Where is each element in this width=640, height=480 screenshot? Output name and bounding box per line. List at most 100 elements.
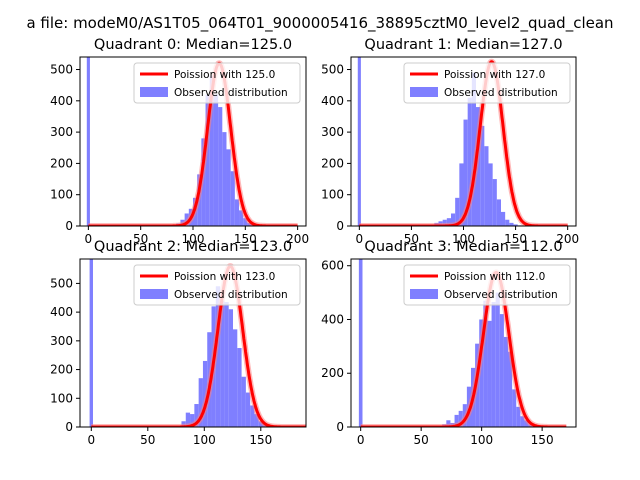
x-tick-label: 150 [234,232,257,246]
histogram-bar [218,107,223,226]
histogram-bar [454,414,459,427]
histogram-bar [237,348,242,427]
y-tick-label: 300 [50,334,73,348]
histogram-bar [185,412,191,427]
histogram-bar [258,421,264,427]
x-tick-label: 150 [504,232,527,246]
legend-entry-observed: Observed distribution [444,289,558,301]
histogram-bar [491,302,496,427]
quadrant-0-title: Quadrant 0: Median=125.0 [94,37,292,53]
legend-entry-poisson: Poission with 127.0 [444,69,545,81]
y-tick-label: 0 [336,219,344,233]
x-tick-label: 200 [286,232,309,246]
histogram-bar [499,314,504,427]
x-tick-label: 150 [531,433,554,447]
y-tick-label: 400 [321,312,344,326]
histogram-bar [479,319,484,427]
y-tick-label: 200 [50,363,73,377]
y-tick-label: 400 [50,94,73,108]
histogram-bar [487,320,492,427]
x-tick-label: 100 [470,433,493,447]
histogram-bar [520,416,525,427]
x-tick-label: 100 [182,232,205,246]
quadrant-3-plot-area [358,259,569,427]
axes-frame [350,258,577,428]
histogram-bar [513,224,518,226]
legend-patch-swatch [140,87,168,97]
histogram-bar [516,406,521,427]
legend-frame [133,62,301,104]
quadrant-3-title: Quadrant 3: Median=112.0 [364,239,562,255]
histogram-bar [228,309,234,427]
axes-frame [79,258,307,428]
histogram-bar [496,199,501,226]
y-tick-label: 0 [65,420,73,434]
legend-patch-swatch [410,87,438,97]
x-tick-label: 50 [404,232,419,246]
histogram-bar [459,163,464,226]
y-tick-label: 600 [321,259,344,273]
histogram-bar [250,405,255,427]
histogram-bar [501,211,506,226]
legend-entry-observed: Observed distribution [444,87,558,99]
legend-entry-poisson: Poission with 112.0 [444,271,545,283]
histogram-bar [492,179,497,226]
y-tick-label: 300 [321,125,344,139]
histogram-bar-outlier [89,259,93,427]
figure-suptitle: a file: modeM0/AS1T05_064T01_9000005416_… [26,14,613,33]
x-tick-label: 100 [452,232,475,246]
legend-frame [403,264,571,306]
y-tick-label: 200 [321,156,344,170]
histogram-bar [241,376,246,427]
histogram-bar [508,351,513,427]
histogram-bar [480,125,485,226]
histogram-bar [239,210,244,226]
histogram-bar [243,218,248,226]
legend-frame [133,264,301,306]
x-tick-label: 50 [414,433,429,447]
y-tick-label: 500 [321,63,344,77]
histogram-bar [220,300,225,427]
histogram-bar [467,97,472,226]
legend-patch-swatch [140,289,168,299]
histogram-bar [222,132,227,226]
histogram-bar-outlier [358,259,363,427]
histogram-bar [483,300,488,427]
histogram-bar [458,410,463,427]
x-tick-label: 50 [133,232,148,246]
poisson-curve [90,264,306,427]
y-tick-label: 100 [321,188,344,202]
histogram-bar [198,378,203,427]
quadrant-3-axes: 0 50 100 150 0 200 400 600 Quadrant 3: Median=11… [321,239,577,447]
y-tick-label: 100 [50,188,73,202]
histogram-bar [471,72,476,226]
histogram-bar [254,414,259,427]
x-tick-label: 0 [356,232,364,246]
histogram-bar [446,420,451,427]
histogram-bar [446,218,451,226]
histogram-bar [455,197,460,226]
legend: Poission with 127.0 Observed distribution [403,62,571,104]
y-tick-label: 0 [65,219,73,233]
poisson-curve [359,270,568,427]
histogram-bar [512,389,517,427]
x-tick-label: 0 [357,433,365,447]
x-tick-label: 0 [85,232,93,246]
quadrant-2-axes: 0 50 100 150 0 100 200 300 400 500 Quadrant 2: Med… [50,239,307,447]
histogram-bar [451,213,456,226]
histogram-bar [524,420,529,427]
y-tick-label: 300 [50,125,73,139]
histogram-bar [213,94,219,226]
histogram-bar [463,119,468,226]
quadrant-1-axes: 0 50 100 150 200 0 100 200 300 400 500 Quadrant 1: … [321,37,579,246]
y-tick-label: 200 [321,366,344,380]
x-tick-label: 50 [140,433,155,447]
legend-frame [403,62,571,104]
histogram-bar [488,163,493,226]
histogram-bar-outlier [357,57,361,226]
y-tick-label: 200 [50,156,73,170]
histogram-bar [484,146,489,226]
histogram-bar [224,302,229,427]
